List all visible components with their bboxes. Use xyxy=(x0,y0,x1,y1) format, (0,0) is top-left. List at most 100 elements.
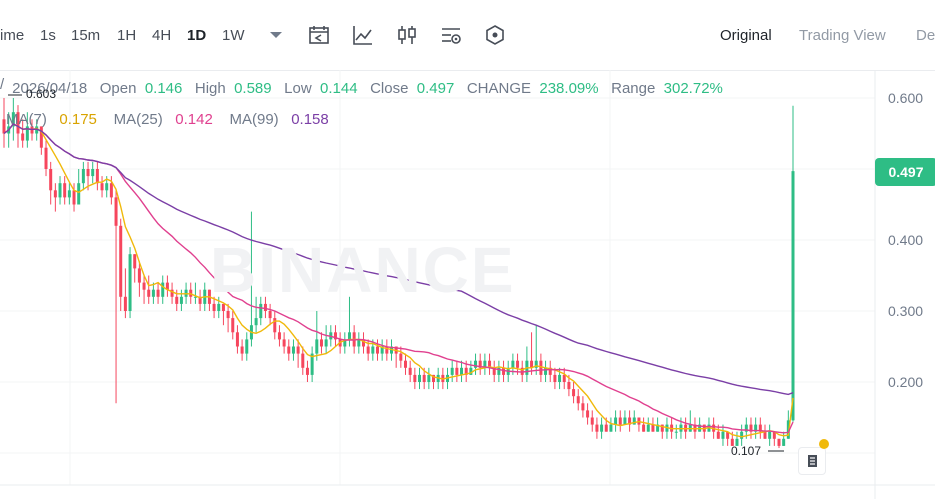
candle-body xyxy=(109,183,113,198)
chevron-down-icon[interactable] xyxy=(265,24,287,46)
candle-body xyxy=(469,367,473,375)
candle-body xyxy=(460,367,464,375)
candle xyxy=(179,289,183,311)
candle-body xyxy=(95,169,99,184)
candle-body xyxy=(749,424,753,432)
candle-body xyxy=(319,339,323,347)
candle-body xyxy=(142,282,146,290)
candlestick-icon[interactable] xyxy=(396,24,418,46)
candle xyxy=(474,353,478,375)
candle-body xyxy=(721,431,725,439)
candle xyxy=(156,282,160,304)
candle xyxy=(142,275,146,304)
candle-body xyxy=(782,438,786,446)
candle xyxy=(455,360,459,382)
candle-body xyxy=(628,417,632,425)
interval-1w[interactable]: 1W xyxy=(222,27,245,44)
candle-body xyxy=(497,367,501,375)
indicator-panel-icon[interactable] xyxy=(308,24,330,46)
candle-body xyxy=(539,360,543,375)
candle-body xyxy=(287,346,291,354)
candle xyxy=(259,296,263,326)
candle-body xyxy=(81,169,85,184)
view-trading-view[interactable]: Trading View xyxy=(799,27,886,44)
interval-1h[interactable]: 1H xyxy=(117,27,137,44)
ma99-label: MA(99) xyxy=(229,111,279,128)
candle-body xyxy=(651,424,655,432)
candle-body xyxy=(277,332,281,340)
candle-body xyxy=(408,367,412,375)
candle-body xyxy=(595,424,599,432)
candle xyxy=(324,325,328,354)
candle xyxy=(562,367,566,390)
candle xyxy=(305,360,309,382)
candle xyxy=(212,296,216,319)
candle-body xyxy=(375,346,379,354)
candle-body xyxy=(296,346,300,354)
candle-body xyxy=(198,296,202,304)
candle xyxy=(119,218,123,311)
chart-toolbar: ime 1s 15m 1H 4H 1D 1W Original Trading … xyxy=(0,0,935,71)
candle-body xyxy=(147,289,151,297)
candle-body xyxy=(343,339,347,347)
view-original[interactable]: Original xyxy=(720,27,772,44)
candle xyxy=(245,332,249,361)
candle-body xyxy=(553,374,557,382)
candle xyxy=(548,360,552,382)
candle-body xyxy=(492,367,496,375)
candle xyxy=(35,119,39,141)
candle xyxy=(698,417,702,432)
candle-body xyxy=(716,431,720,439)
candle xyxy=(586,403,590,425)
candle-body xyxy=(235,332,239,347)
candle xyxy=(740,424,744,446)
ma7-line xyxy=(3,123,794,438)
candle xyxy=(772,431,776,446)
candle-body xyxy=(193,296,197,298)
candle-body xyxy=(418,374,422,382)
candle-body xyxy=(217,303,221,311)
candle-body xyxy=(404,360,408,368)
interval-15m[interactable]: 15m xyxy=(71,27,101,44)
candle xyxy=(231,311,235,340)
candle-body xyxy=(333,332,337,340)
candle-body xyxy=(432,374,436,382)
interval-1s[interactable]: 1s xyxy=(40,27,56,44)
low-marker-label: 0.107 xyxy=(731,444,762,458)
chart-grid xyxy=(0,70,935,499)
candle xyxy=(782,431,786,446)
candle xyxy=(544,360,548,382)
view-depth[interactable]: De xyxy=(916,27,935,44)
candle-body xyxy=(609,424,613,432)
y-tick-0400: 0.400 xyxy=(888,232,924,248)
line-chart-icon[interactable] xyxy=(352,24,374,46)
candle-body xyxy=(49,169,53,191)
candle-body xyxy=(165,282,169,290)
candle-body xyxy=(25,126,29,141)
candle xyxy=(754,417,758,439)
candle-body xyxy=(474,360,478,368)
candle xyxy=(478,353,482,375)
interval-1d[interactable]: 1D xyxy=(187,27,207,44)
candle xyxy=(637,417,641,432)
candle-body xyxy=(772,431,776,439)
candle xyxy=(385,339,389,361)
ma25-label: MA(25) xyxy=(113,111,163,128)
candle-body xyxy=(744,424,748,432)
candle xyxy=(427,367,431,390)
candle xyxy=(408,360,412,382)
order-book-toggle-button[interactable] xyxy=(798,447,826,475)
candle xyxy=(525,346,529,382)
candle xyxy=(268,303,272,326)
interval-time[interactable]: ime xyxy=(0,27,25,44)
hexagon-icon[interactable] xyxy=(484,24,506,46)
interval-4h[interactable]: 4H xyxy=(152,27,172,44)
candle-body xyxy=(385,346,389,354)
settings-sliders-icon[interactable] xyxy=(440,24,462,46)
candle xyxy=(656,417,660,432)
candle-body xyxy=(740,431,744,439)
candle xyxy=(413,367,417,390)
candle xyxy=(572,382,576,404)
candle-body xyxy=(39,126,43,148)
